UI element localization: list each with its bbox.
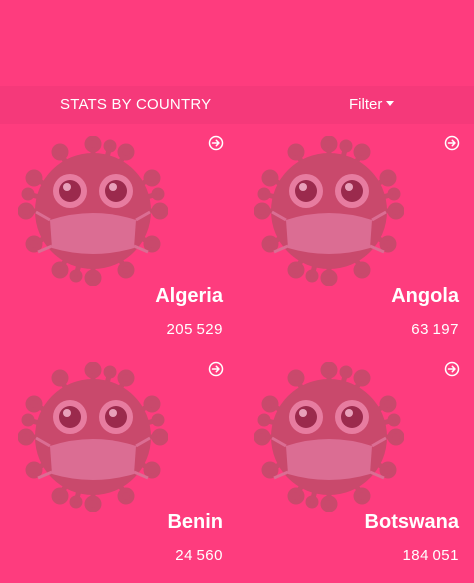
virus-with-mask-icon	[18, 362, 168, 512]
country-name: Benin	[167, 511, 223, 533]
virus-with-mask-icon	[254, 136, 404, 286]
virus-with-mask-icon	[18, 136, 168, 286]
arrow-circle-right-icon[interactable]	[444, 361, 460, 377]
country-card[interactable]: Benin 24 560	[0, 352, 233, 574]
country-name: Algeria	[155, 285, 223, 307]
stats-title: STATS BY COUNTRY	[60, 96, 212, 113]
caret-down-icon	[386, 101, 395, 106]
filter-label: Filter	[349, 96, 383, 113]
country-card[interactable]: Algeria 205 529	[0, 126, 233, 348]
country-card[interactable]: Angola 63 197	[236, 126, 469, 348]
arrow-circle-right-icon[interactable]	[208, 361, 224, 377]
case-count: 63 197	[411, 321, 459, 338]
country-name: Botswana	[364, 511, 459, 533]
country-grid: Algeria 205 529 Angola 63 197 Benin 24 5…	[0, 124, 474, 583]
case-count: 205 529	[166, 321, 223, 338]
case-count: 24 560	[175, 547, 223, 564]
arrow-circle-right-icon[interactable]	[208, 135, 224, 151]
filter-dropdown-button[interactable]: Filter	[349, 86, 395, 124]
stats-bar: STATS BY COUNTRY Filter	[0, 86, 474, 124]
country-card[interactable]: Botswana 184 051	[236, 352, 469, 574]
virus-with-mask-icon	[254, 362, 404, 512]
arrow-circle-right-icon[interactable]	[444, 135, 460, 151]
case-count: 184 051	[402, 547, 459, 564]
country-name: Angola	[391, 285, 459, 307]
top-banner	[0, 0, 474, 86]
